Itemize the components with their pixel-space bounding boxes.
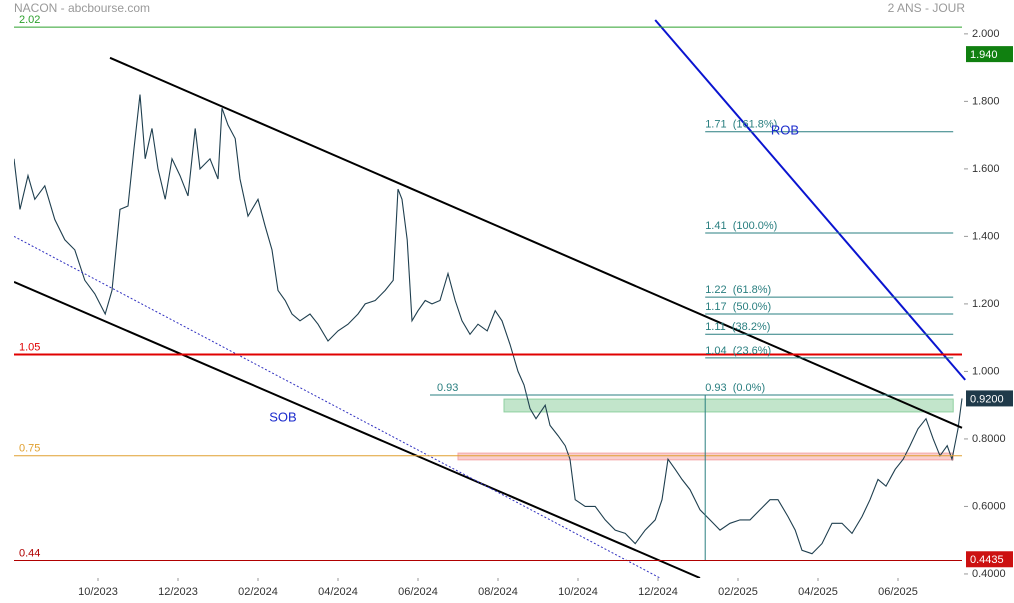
x-tick-label: 02/2024	[238, 586, 278, 598]
level-label: 2.02	[19, 14, 40, 26]
trendline	[14, 235, 661, 578]
zone	[503, 398, 954, 413]
trendline	[14, 281, 701, 578]
y-tick-label: 1.200	[972, 298, 1000, 310]
y-tick-label: 2.000	[972, 28, 1000, 40]
y-tick-label: 0.4000	[972, 568, 1006, 580]
x-tick-label: 06/2024	[398, 586, 438, 598]
x-tick-label: 06/2025	[878, 586, 918, 598]
fib-label: 1.17 (50.0%)	[705, 301, 771, 313]
trendline	[654, 19, 966, 381]
fib-label: 1.04 (23.6%)	[705, 345, 771, 357]
trendline	[109, 56, 963, 429]
fib-label: 1.41 (100.0%)	[705, 220, 777, 232]
fib-label: 1.22 (61.8%)	[705, 284, 771, 296]
x-tick-label: 02/2025	[718, 586, 758, 598]
chart-title: NACON - abcbourse.com	[14, 1, 150, 15]
fib-label: 0.93 (0.0%)	[705, 382, 765, 394]
level-label: 1.05	[19, 341, 40, 353]
y-tick-label: 1.800	[972, 95, 1000, 107]
level-label: 0.75	[19, 443, 40, 455]
x-tick-label: 10/2023	[78, 586, 118, 598]
x-tick-label: 04/2025	[798, 586, 838, 598]
price-tag	[966, 390, 1013, 407]
level-label: 0.44	[19, 547, 40, 559]
fib-label: 1.11 (38.2%)	[705, 321, 770, 333]
plot-area	[14, 19, 966, 578]
x-tick-label: 08/2024	[478, 586, 518, 598]
y-tick-label: 1.600	[972, 163, 1000, 175]
price-tag-label: 0.9200	[970, 393, 1004, 405]
entry-label: 0.93	[437, 382, 458, 394]
y-tick-label: 1.000	[972, 365, 1000, 377]
annotation: SOB	[269, 409, 296, 424]
price-line	[14, 94, 963, 555]
annotation: ROB	[771, 122, 799, 137]
price-tag	[966, 46, 1013, 63]
x-tick-label: 04/2024	[318, 586, 358, 598]
y-tick-label: 0.6000	[972, 500, 1006, 512]
price-tag	[966, 551, 1013, 568]
fib-label: 1.71 (161.8%)	[705, 119, 777, 131]
price-tag-label: 0.4435	[970, 554, 1004, 566]
x-tick-label: 12/2024	[638, 586, 678, 598]
x-tick-label: 10/2024	[558, 586, 598, 598]
y-tick-label: 1.400	[972, 230, 1000, 242]
x-tick-label: 12/2023	[158, 586, 198, 598]
chart-subtitle: 2 ANS - JOUR	[888, 1, 966, 15]
price-tag-label: 1.940	[970, 49, 998, 61]
y-tick-label: 0.8000	[972, 433, 1006, 445]
